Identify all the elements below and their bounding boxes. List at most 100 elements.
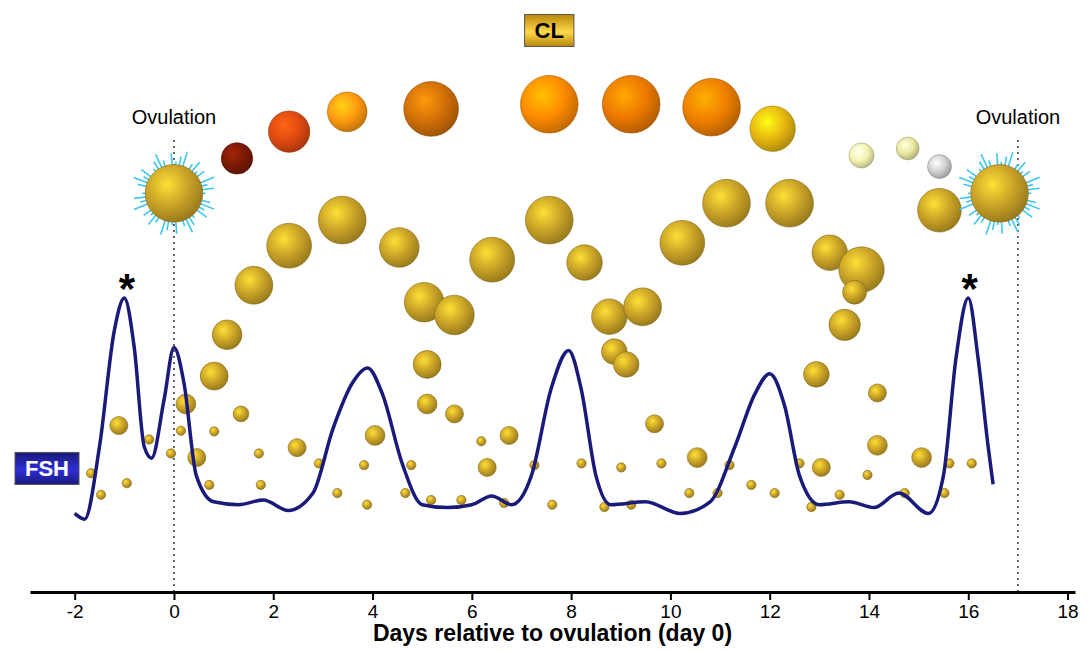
ovulation-label: Ovulation: [976, 106, 1061, 128]
follicle: [577, 459, 586, 468]
follicle: [359, 460, 368, 469]
follicle: [967, 459, 976, 468]
burst-rays: [134, 152, 214, 234]
follicle: [703, 179, 751, 227]
follicle: [567, 245, 603, 281]
series-label: FSH: [15, 452, 79, 484]
follicle: [868, 435, 888, 455]
follicle: [233, 406, 249, 422]
follicle: [613, 352, 639, 378]
tick: 4: [368, 592, 379, 622]
tick-mark: [968, 592, 970, 600]
follicle: [766, 179, 814, 227]
x-axis-title: Days relative to ovulation (day 0): [373, 620, 732, 646]
follicle: [413, 350, 441, 378]
follicle: [435, 295, 475, 335]
follicle: [500, 426, 518, 444]
follicle: [918, 188, 962, 232]
ovulating-follicle: [145, 165, 203, 223]
follicle: [843, 280, 867, 304]
cl-sphere: [221, 143, 252, 174]
tick-mark: [372, 592, 374, 600]
follicle: [770, 488, 779, 497]
follicle: [318, 196, 366, 244]
tick: 12: [760, 592, 781, 622]
cl-sphere: [268, 111, 309, 152]
follicle: [188, 449, 206, 467]
tick-label: 0: [169, 601, 180, 622]
tick: 16: [958, 592, 979, 622]
follicle: [863, 470, 872, 479]
follicle: [166, 449, 175, 458]
follicle: [868, 384, 886, 402]
tick-label: 18: [1057, 601, 1078, 622]
follicle: [122, 479, 131, 488]
series-label-box: [525, 14, 574, 46]
follicle: [829, 309, 860, 340]
cl-sphere: [327, 92, 367, 132]
tick-mark: [571, 592, 573, 600]
cl-sphere: [928, 155, 952, 179]
tick: -2: [67, 592, 84, 622]
tick-mark: [1067, 592, 1069, 600]
cl-sphere: [849, 143, 874, 168]
tick-label: -2: [67, 601, 84, 622]
tick: 14: [859, 592, 881, 622]
tick-label: 12: [760, 601, 781, 622]
ovulation-label: Ovulation: [132, 106, 217, 128]
x-axis: -2024681012141618: [31, 592, 1079, 622]
tick: 10: [660, 592, 681, 622]
follicle: [645, 415, 663, 433]
plot-area: [75, 75, 1040, 592]
follicle: [210, 427, 219, 436]
follicle: [747, 480, 756, 489]
follicle: [212, 320, 242, 350]
follicle: [812, 458, 830, 476]
tick-mark: [173, 592, 175, 600]
burst-rays: [959, 152, 1039, 234]
tick: 0: [169, 592, 180, 622]
tick-label: 16: [958, 601, 979, 622]
follicle: [457, 495, 466, 504]
follicle: [657, 459, 666, 468]
follicle: [110, 417, 128, 435]
follicle: [96, 490, 105, 499]
cl-sphere: [404, 82, 459, 137]
tick-mark: [868, 592, 870, 600]
tick-label: 2: [268, 601, 279, 622]
chart: -2024681012141618Days relative to ovulat…: [0, 0, 1089, 651]
follicle: [362, 500, 371, 509]
tick-mark: [273, 592, 275, 600]
annotation-mark: *: [119, 265, 136, 312]
cl-sphere: [602, 75, 660, 133]
follicle: [660, 220, 705, 265]
ovulating-follicles: [134, 152, 1040, 234]
annotation-mark: *: [962, 265, 979, 312]
ovulating-follicle: [971, 165, 1029, 223]
follicle: [333, 488, 342, 497]
follicle: [617, 463, 626, 472]
follicle: [624, 288, 662, 326]
follicle: [477, 437, 486, 446]
tick-mark: [471, 592, 473, 600]
follicle: [426, 495, 435, 504]
follicle: [685, 488, 694, 497]
cl-sphere: [520, 75, 578, 133]
follicle: [804, 362, 830, 388]
cl-sphere: [750, 106, 795, 151]
follicle: [687, 448, 707, 468]
corpus-luteum: [221, 75, 951, 178]
follicle: [835, 490, 844, 499]
follicles: [86, 179, 976, 511]
tick: 2: [268, 592, 279, 622]
follicle: [592, 299, 628, 335]
series-label-box: [15, 452, 79, 484]
follicle: [176, 426, 185, 435]
cl-sphere: [896, 137, 919, 160]
follicle: [380, 228, 420, 268]
follicle: [525, 196, 573, 244]
tick: 8: [566, 592, 577, 622]
follicle: [235, 266, 273, 304]
series-label-text: FSH: [25, 456, 69, 481]
series-label: CL: [525, 14, 574, 46]
